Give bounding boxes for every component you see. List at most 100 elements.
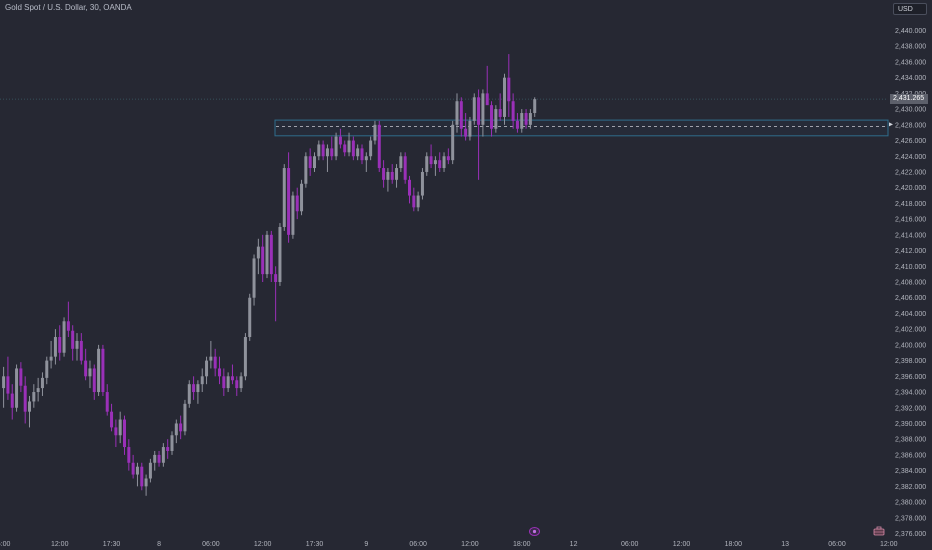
candle [222,368,226,396]
candle-body [40,377,44,389]
candle [153,450,157,471]
candle [390,164,394,184]
candle-body [153,454,157,463]
candle [295,187,299,220]
candle [71,325,75,361]
candle-body [79,340,83,361]
candle [209,340,213,369]
candle-body [274,274,278,282]
price-tick-label: 2,424.000 [895,154,926,161]
candle-body [325,148,329,157]
candle [325,144,329,172]
candle [75,333,79,361]
price-axis[interactable]: 2,440.000 2,438.000 2,436.000 2,434.000 2,43… [895,28,926,538]
candle-body [373,124,377,141]
candle-body [477,97,481,125]
candle [282,164,286,231]
candle [32,384,36,408]
candle-body [343,144,347,153]
candle-body [230,376,234,381]
candle [114,419,118,448]
candle-body [287,168,291,235]
candle [157,450,161,467]
candle [330,136,334,161]
candle [533,97,537,117]
candle [338,128,342,149]
candle [455,93,459,133]
symbol-title[interactable]: Gold Spot / U.S. Dollar, 30, OANDA [5,3,132,12]
candle [101,344,105,396]
candle-body [114,427,118,436]
currency-button[interactable]: USD [893,3,927,15]
price-tick-label: 2,388.000 [895,437,926,444]
candle [308,148,312,176]
candle-body [261,246,265,275]
price-tick-label: 2,402.000 [895,327,926,334]
candle-body [412,195,416,208]
time-axis[interactable]: 6:00 12:00 17:30 8 06:00 12:00 17:30 9 06:00 12:0… [0,541,898,548]
candle-body [222,376,226,389]
candle-body [351,140,355,157]
candle-body [170,435,174,451]
candle [420,168,424,200]
candle [92,364,96,400]
candle [312,152,316,172]
candle-body [183,403,187,432]
price-tick-label: 2,376.000 [895,531,926,538]
candle-body [269,234,273,275]
price-tick-label: 2,396.000 [895,374,926,381]
time-tick-label: 13 [781,541,789,548]
price-tick-label: 2,408.000 [895,280,926,287]
candle [269,230,273,282]
candle-body [364,156,368,161]
candle-body [19,368,23,386]
candle [451,120,455,165]
candle [192,376,196,400]
candle [498,93,502,121]
candle-body [140,466,144,487]
candle [399,152,403,172]
candle [433,156,437,176]
candle-body [36,388,40,393]
candle-body [403,156,407,180]
candle [407,175,411,204]
candle-body [464,128,468,137]
eye-icon[interactable] [529,527,540,536]
candle-body [135,466,139,475]
candle [28,395,32,428]
candle-body [386,171,390,180]
candle-body [494,109,498,129]
time-tick-label: 9 [364,541,368,548]
price-tick-label: 2,426.000 [895,138,926,145]
candle [485,65,489,106]
candle-body [127,447,131,463]
candle [49,340,53,369]
candle [377,120,381,172]
candle [166,439,170,459]
candle [425,152,429,176]
candle-body [105,392,109,412]
candle [369,136,373,161]
candle-body [395,168,399,180]
candle [127,439,131,471]
candle [528,109,532,129]
toolbox-icon[interactable] [873,526,885,536]
candle-body [71,330,75,349]
price-tick-label: 2,392.000 [895,405,926,412]
candle [131,454,135,479]
candle-body [15,368,19,408]
time-tick-label: 12:00 [254,541,272,548]
candle-body [308,156,312,169]
price-tick-label: 2,434.000 [895,75,926,82]
candle-body [23,385,27,412]
candle-body [515,120,519,129]
candle [265,230,269,279]
price-tick-label: 2,400.000 [895,342,926,349]
candle [334,132,338,161]
price-tick-label: 2,420.000 [895,185,926,192]
price-zone-layer [0,98,893,137]
candle [53,329,57,365]
candle [494,105,498,133]
